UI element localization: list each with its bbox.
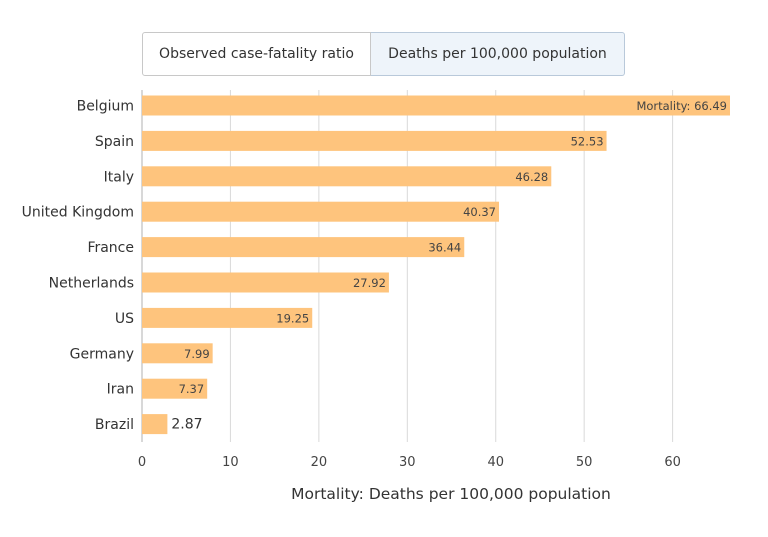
tab-case-fatality-ratio[interactable]: Observed case-fatality ratio	[142, 32, 371, 76]
category-label-brazil: Brazil	[95, 417, 134, 433]
data-label-united-kingdom: 40.37	[463, 205, 496, 219]
x-tick-60: 60	[664, 455, 681, 470]
category-label-italy: Italy	[104, 169, 134, 185]
category-label-us: US	[115, 311, 134, 327]
bar-spain[interactable]	[142, 130, 607, 151]
bar-belgium[interactable]	[142, 95, 730, 116]
bar-brazil[interactable]	[142, 414, 168, 435]
x-tick-50: 50	[576, 455, 593, 470]
data-label-germany: 7.99	[184, 347, 210, 361]
data-label-france: 36.44	[428, 241, 461, 255]
x-tick-30: 30	[399, 455, 416, 470]
data-label-spain: 52.53	[571, 134, 604, 148]
data-label-italy: 46.28	[515, 170, 548, 184]
category-label-united-kingdom: United Kingdom	[22, 205, 134, 221]
bar-france[interactable]	[142, 237, 465, 258]
data-label-iran: 7.37	[179, 382, 205, 396]
category-labels: Belgium Spain Italy United Kingdom France Net…	[22, 99, 134, 434]
category-label-belgium: Belgium	[77, 99, 134, 115]
data-label-netherlands: 27.92	[353, 276, 386, 290]
x-tick-0: 0	[138, 455, 146, 470]
category-label-netherlands: Netherlands	[49, 276, 134, 292]
x-tick-40: 40	[487, 455, 504, 470]
category-label-france: France	[87, 240, 134, 256]
bar-netherlands[interactable]	[142, 272, 389, 293]
category-label-germany: Germany	[70, 346, 134, 362]
bar-us[interactable]	[142, 307, 313, 328]
tab-deaths-per-100k[interactable]: Deaths per 100,000 population	[371, 32, 625, 76]
bars	[142, 95, 730, 435]
data-labels: Mortality: 66.49 52.53 46.28 40.37 36.44 27.9…	[171, 99, 727, 433]
x-tick-10: 10	[222, 455, 239, 470]
x-axis-title: Mortality: Deaths per 100,000 population	[291, 485, 611, 503]
bar-iran[interactable]	[142, 378, 208, 399]
bar-united-kingdom[interactable]	[142, 201, 500, 222]
category-label-iran: Iran	[107, 382, 134, 398]
data-label-belgium: Mortality: 66.49	[636, 99, 727, 113]
x-tick-20: 20	[311, 455, 328, 470]
bar-germany[interactable]	[142, 343, 213, 364]
metric-tabs: Observed case-fatality ratio Deaths per …	[142, 32, 625, 76]
data-label-brazil: 2.87	[171, 417, 202, 433]
x-tick-labels: 0 10 20 30 40 50 60	[138, 455, 681, 470]
data-label-us: 19.25	[276, 311, 309, 325]
category-label-spain: Spain	[95, 134, 134, 150]
bar-italy[interactable]	[142, 166, 552, 187]
